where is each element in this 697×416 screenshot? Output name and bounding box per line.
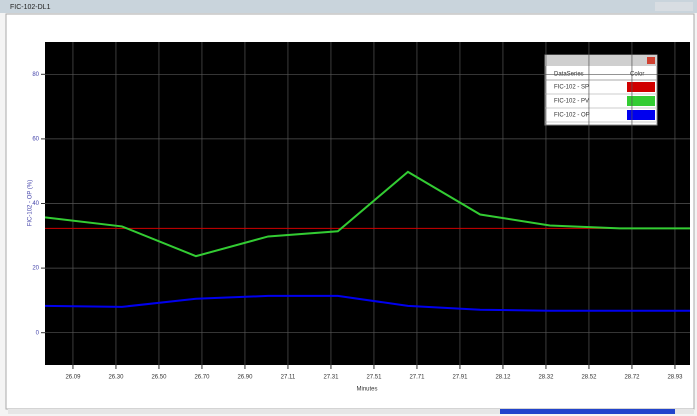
x-tick-label: 27.71	[409, 375, 425, 381]
y-tick-label: 20	[32, 266, 39, 272]
y-tick-label: 40	[32, 201, 39, 207]
x-tick-label: 27.91	[452, 375, 468, 381]
x-tick-label: 26.70	[194, 375, 210, 381]
legend-swatch	[627, 96, 655, 106]
x-tick-label: 27.31	[323, 375, 339, 381]
legend-label: FIC-102 - SP	[554, 85, 589, 91]
scroll-thumb[interactable]	[500, 409, 675, 414]
y-tick-label: 80	[32, 72, 39, 78]
x-tick-label: 26.30	[108, 375, 124, 381]
x-tick-label: 28.72	[624, 375, 640, 381]
x-tick-label: 28.52	[581, 375, 597, 381]
legend-label: FIC-102 - OP	[554, 113, 590, 119]
legend-titlebar	[545, 55, 657, 66]
legend-close[interactable]	[647, 57, 655, 64]
y-tick-label: 60	[32, 136, 39, 142]
x-tick-label: 28.93	[667, 375, 683, 381]
y-tick-label: 0	[36, 330, 40, 336]
title-bar	[0, 0, 697, 13]
x-tick-label: 28.12	[495, 375, 511, 381]
x-tick-label: 27.51	[366, 375, 382, 381]
x-tick-label: 28.32	[538, 375, 554, 381]
series-line	[44, 170, 690, 258]
window-title: FIC-102-DL1	[10, 4, 51, 11]
series-line	[44, 294, 690, 312]
scrollbar[interactable]	[8, 409, 694, 414]
legend-swatch	[627, 82, 655, 92]
window-controls[interactable]	[655, 2, 693, 11]
x-axis-label: Minutes	[356, 387, 377, 393]
y-axis-label: FIC-102 - OP (%)	[28, 180, 34, 227]
x-tick-label: 26.90	[237, 375, 253, 381]
legend-swatch	[627, 110, 655, 120]
x-tick-label: 26.09	[65, 375, 81, 381]
legend-label: FIC-102 - PV	[554, 99, 589, 105]
x-tick-label: 26.50	[151, 375, 167, 381]
x-tick-label: 27.11	[281, 375, 296, 381]
